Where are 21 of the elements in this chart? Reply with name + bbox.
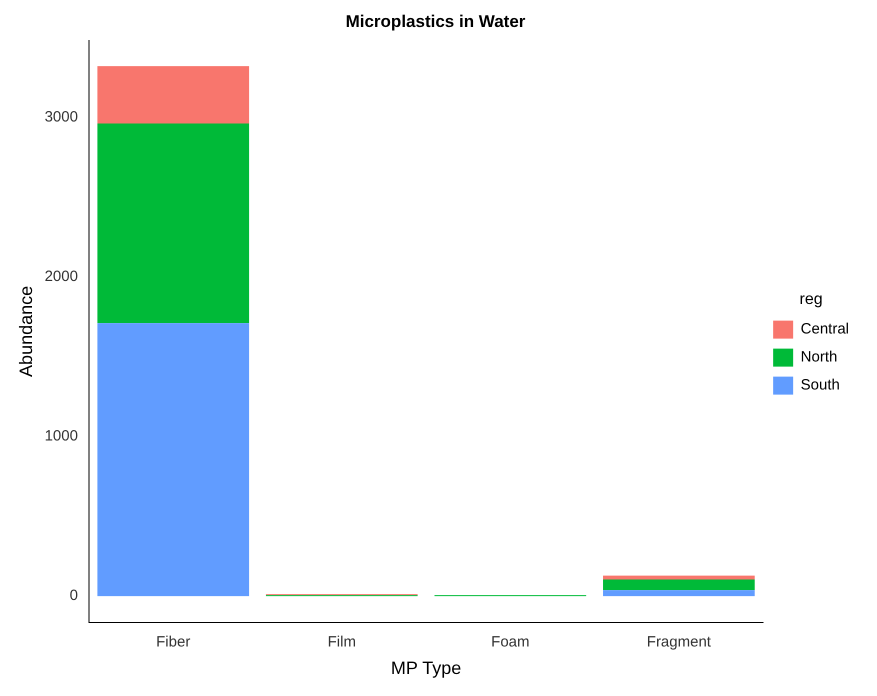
legend-label: North [800, 348, 838, 366]
bar [603, 590, 755, 596]
legend-title: reg [800, 290, 823, 308]
y-tick-label: 2000 [44, 268, 78, 286]
y-tick-label: 0 [70, 587, 78, 604]
bar [97, 124, 250, 324]
legend-label: South [800, 376, 840, 394]
bar [97, 66, 250, 124]
bar [603, 576, 755, 580]
legend-label: Central [800, 320, 850, 338]
x-tick-label: Foam [491, 634, 530, 651]
bar [97, 323, 250, 596]
x-tick-label: Fiber [156, 634, 190, 651]
bar [603, 579, 755, 590]
x-tick-label: Fragment [646, 634, 712, 651]
chart-title: Microplastics in Water [346, 12, 526, 31]
x-tick-label: Film [328, 634, 356, 651]
y-axis-title: Abundance [16, 286, 36, 377]
y-tick-label: 1000 [44, 428, 78, 445]
x-axis-title: MP Type [390, 658, 462, 678]
y-tick-label: 3000 [44, 108, 78, 126]
